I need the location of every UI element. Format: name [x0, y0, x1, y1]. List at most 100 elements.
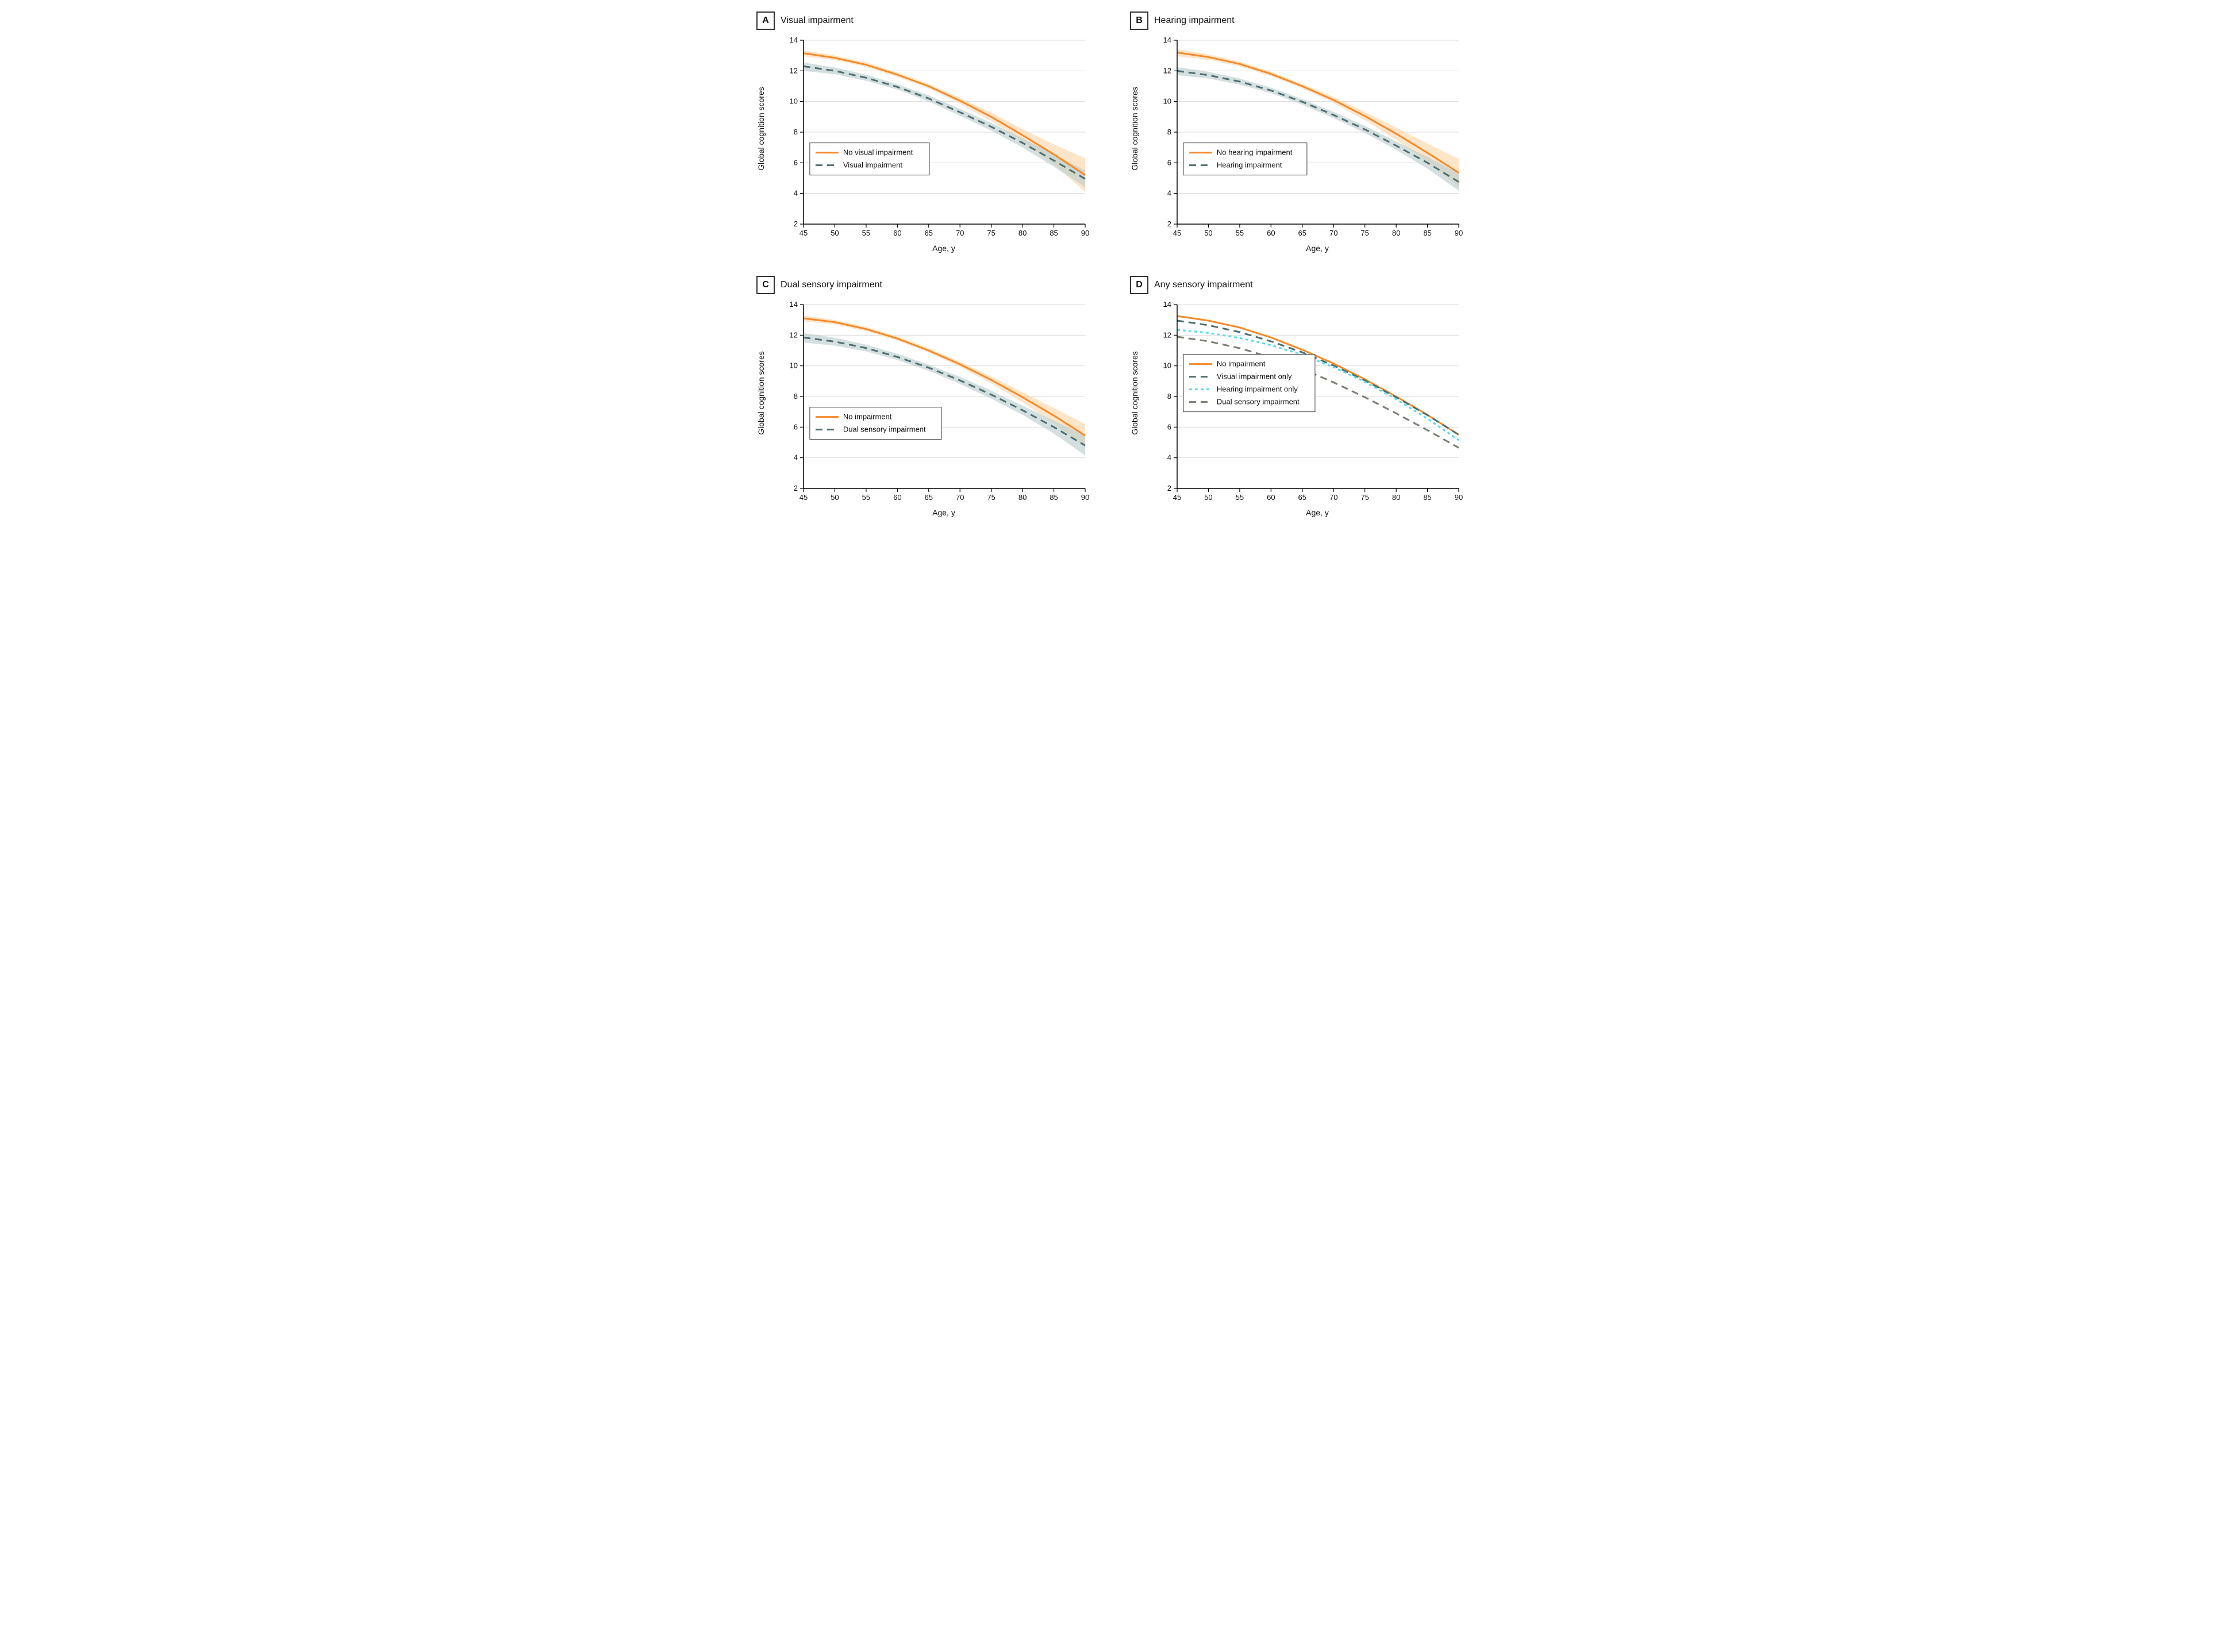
x-tick-label: 50 — [1204, 493, 1212, 502]
x-tick-label: 65 — [925, 229, 933, 237]
y-tick-label: 2 — [1167, 220, 1171, 228]
legend: No hearing impairmentHearing impairment — [1183, 143, 1307, 175]
y-tick-label: 8 — [1167, 392, 1171, 401]
y-tick-label: 10 — [1163, 361, 1171, 370]
svg-text:8: 8 — [1167, 392, 1171, 401]
legend-label: Dual sensory impairment — [843, 425, 926, 434]
x-tick-label: 55 — [862, 493, 870, 502]
svg-text:12: 12 — [1163, 330, 1171, 339]
legend: No impairmentVisual impairment onlyHeari… — [1183, 355, 1315, 412]
legend-label: Dual sensory impairment — [1217, 398, 1300, 406]
svg-text:6: 6 — [794, 422, 798, 431]
y-tick-label: 12 — [790, 66, 798, 75]
x-tick-label: 55 — [1236, 493, 1244, 502]
y-tick-label: 4 — [1167, 189, 1171, 198]
legend: No impairmentDual sensory impairment — [810, 407, 941, 440]
svg-text:90: 90 — [1455, 229, 1463, 237]
x-tick-label: 50 — [831, 229, 839, 237]
svg-text:6: 6 — [1167, 158, 1171, 167]
x-tick-label: 70 — [1329, 493, 1337, 502]
panel-tag: D — [1130, 276, 1148, 294]
y-tick-label: 4 — [794, 453, 798, 462]
x-tick-label: 90 — [1455, 493, 1463, 502]
svg-text:10: 10 — [790, 361, 798, 370]
svg-text:14: 14 — [790, 36, 798, 44]
chart-svg: 246810121445505560657075808590No visual … — [781, 34, 1091, 241]
y-tick-label: 6 — [794, 422, 798, 431]
svg-text:14: 14 — [790, 300, 798, 309]
x-axis-label: Age, y — [781, 244, 1107, 253]
panel-c: CDual sensory impairment2468101214455055… — [756, 276, 1107, 517]
svg-text:85: 85 — [1423, 229, 1431, 237]
svg-text:12: 12 — [1163, 66, 1171, 75]
svg-text:50: 50 — [1204, 229, 1212, 237]
chart-wrap: 246810121445505560657075808590No hearing… — [1154, 34, 1481, 253]
svg-text:14: 14 — [1163, 36, 1171, 44]
svg-text:8: 8 — [794, 128, 798, 136]
svg-text:65: 65 — [925, 229, 933, 237]
svg-text:75: 75 — [987, 229, 995, 237]
x-tick-label: 60 — [1267, 229, 1275, 237]
x-tick-label: 75 — [987, 493, 995, 502]
x-tick-label: 65 — [1298, 229, 1306, 237]
svg-text:4: 4 — [1167, 453, 1171, 462]
x-tick-label: 85 — [1423, 229, 1431, 237]
chart-svg: 246810121445505560657075808590No hearing… — [1154, 34, 1465, 241]
svg-text:12: 12 — [790, 330, 798, 339]
x-tick-label: 80 — [1018, 493, 1027, 502]
panel-header: DAny sensory impairment — [1130, 276, 1481, 294]
svg-text:60: 60 — [1267, 229, 1275, 237]
svg-text:60: 60 — [893, 229, 901, 237]
x-tick-label: 90 — [1455, 229, 1463, 237]
svg-text:85: 85 — [1423, 493, 1431, 502]
y-tick-label: 10 — [1163, 97, 1171, 106]
svg-text:65: 65 — [925, 493, 933, 502]
x-tick-label: 75 — [1360, 493, 1369, 502]
svg-text:55: 55 — [862, 229, 870, 237]
y-tick-label: 2 — [794, 484, 798, 492]
svg-text:60: 60 — [1267, 493, 1275, 502]
svg-text:45: 45 — [800, 229, 808, 237]
x-tick-label: 65 — [1298, 493, 1306, 502]
svg-text:2: 2 — [794, 220, 798, 228]
svg-text:55: 55 — [1236, 229, 1244, 237]
x-tick-label: 45 — [800, 229, 808, 237]
x-tick-label: 45 — [1173, 493, 1181, 502]
svg-text:75: 75 — [1360, 229, 1369, 237]
svg-text:4: 4 — [794, 189, 798, 198]
panel-b: BHearing impairment246810121445505560657… — [1130, 11, 1481, 253]
svg-text:14: 14 — [1163, 300, 1171, 309]
chart-wrap: 246810121445505560657075808590No impairm… — [1154, 299, 1481, 517]
svg-text:80: 80 — [1392, 229, 1400, 237]
panel-tag: A — [756, 11, 775, 30]
x-tick-label: 80 — [1392, 493, 1400, 502]
y-tick-label: 14 — [790, 300, 798, 309]
svg-text:10: 10 — [1163, 97, 1171, 106]
svg-text:85: 85 — [1050, 493, 1058, 502]
svg-text:90: 90 — [1455, 493, 1463, 502]
svg-text:45: 45 — [800, 493, 808, 502]
y-tick-label: 10 — [790, 97, 798, 106]
y-tick-label: 12 — [1163, 330, 1171, 339]
x-tick-label: 55 — [862, 229, 870, 237]
svg-text:65: 65 — [1298, 229, 1306, 237]
y-tick-label: 14 — [790, 36, 798, 44]
y-axis-label: Global cognition scores — [1130, 351, 1139, 435]
x-tick-label: 60 — [1267, 493, 1275, 502]
y-tick-label: 14 — [1163, 300, 1171, 309]
y-axis-label: Global cognition scores — [756, 351, 766, 435]
svg-text:55: 55 — [862, 493, 870, 502]
legend-label: Visual impairment — [843, 161, 902, 170]
svg-text:90: 90 — [1081, 229, 1089, 237]
svg-text:70: 70 — [1329, 493, 1337, 502]
y-tick-label: 6 — [1167, 158, 1171, 167]
svg-text:55: 55 — [1236, 493, 1244, 502]
panel-header: AVisual impairment — [756, 11, 1107, 30]
svg-text:80: 80 — [1018, 229, 1027, 237]
figure-grid: AVisual impairment2468101214455055606570… — [756, 11, 1481, 517]
svg-text:8: 8 — [1167, 128, 1171, 136]
svg-text:2: 2 — [794, 484, 798, 492]
x-tick-label: 60 — [893, 493, 901, 502]
x-tick-label: 90 — [1081, 229, 1089, 237]
x-tick-label: 80 — [1392, 229, 1400, 237]
